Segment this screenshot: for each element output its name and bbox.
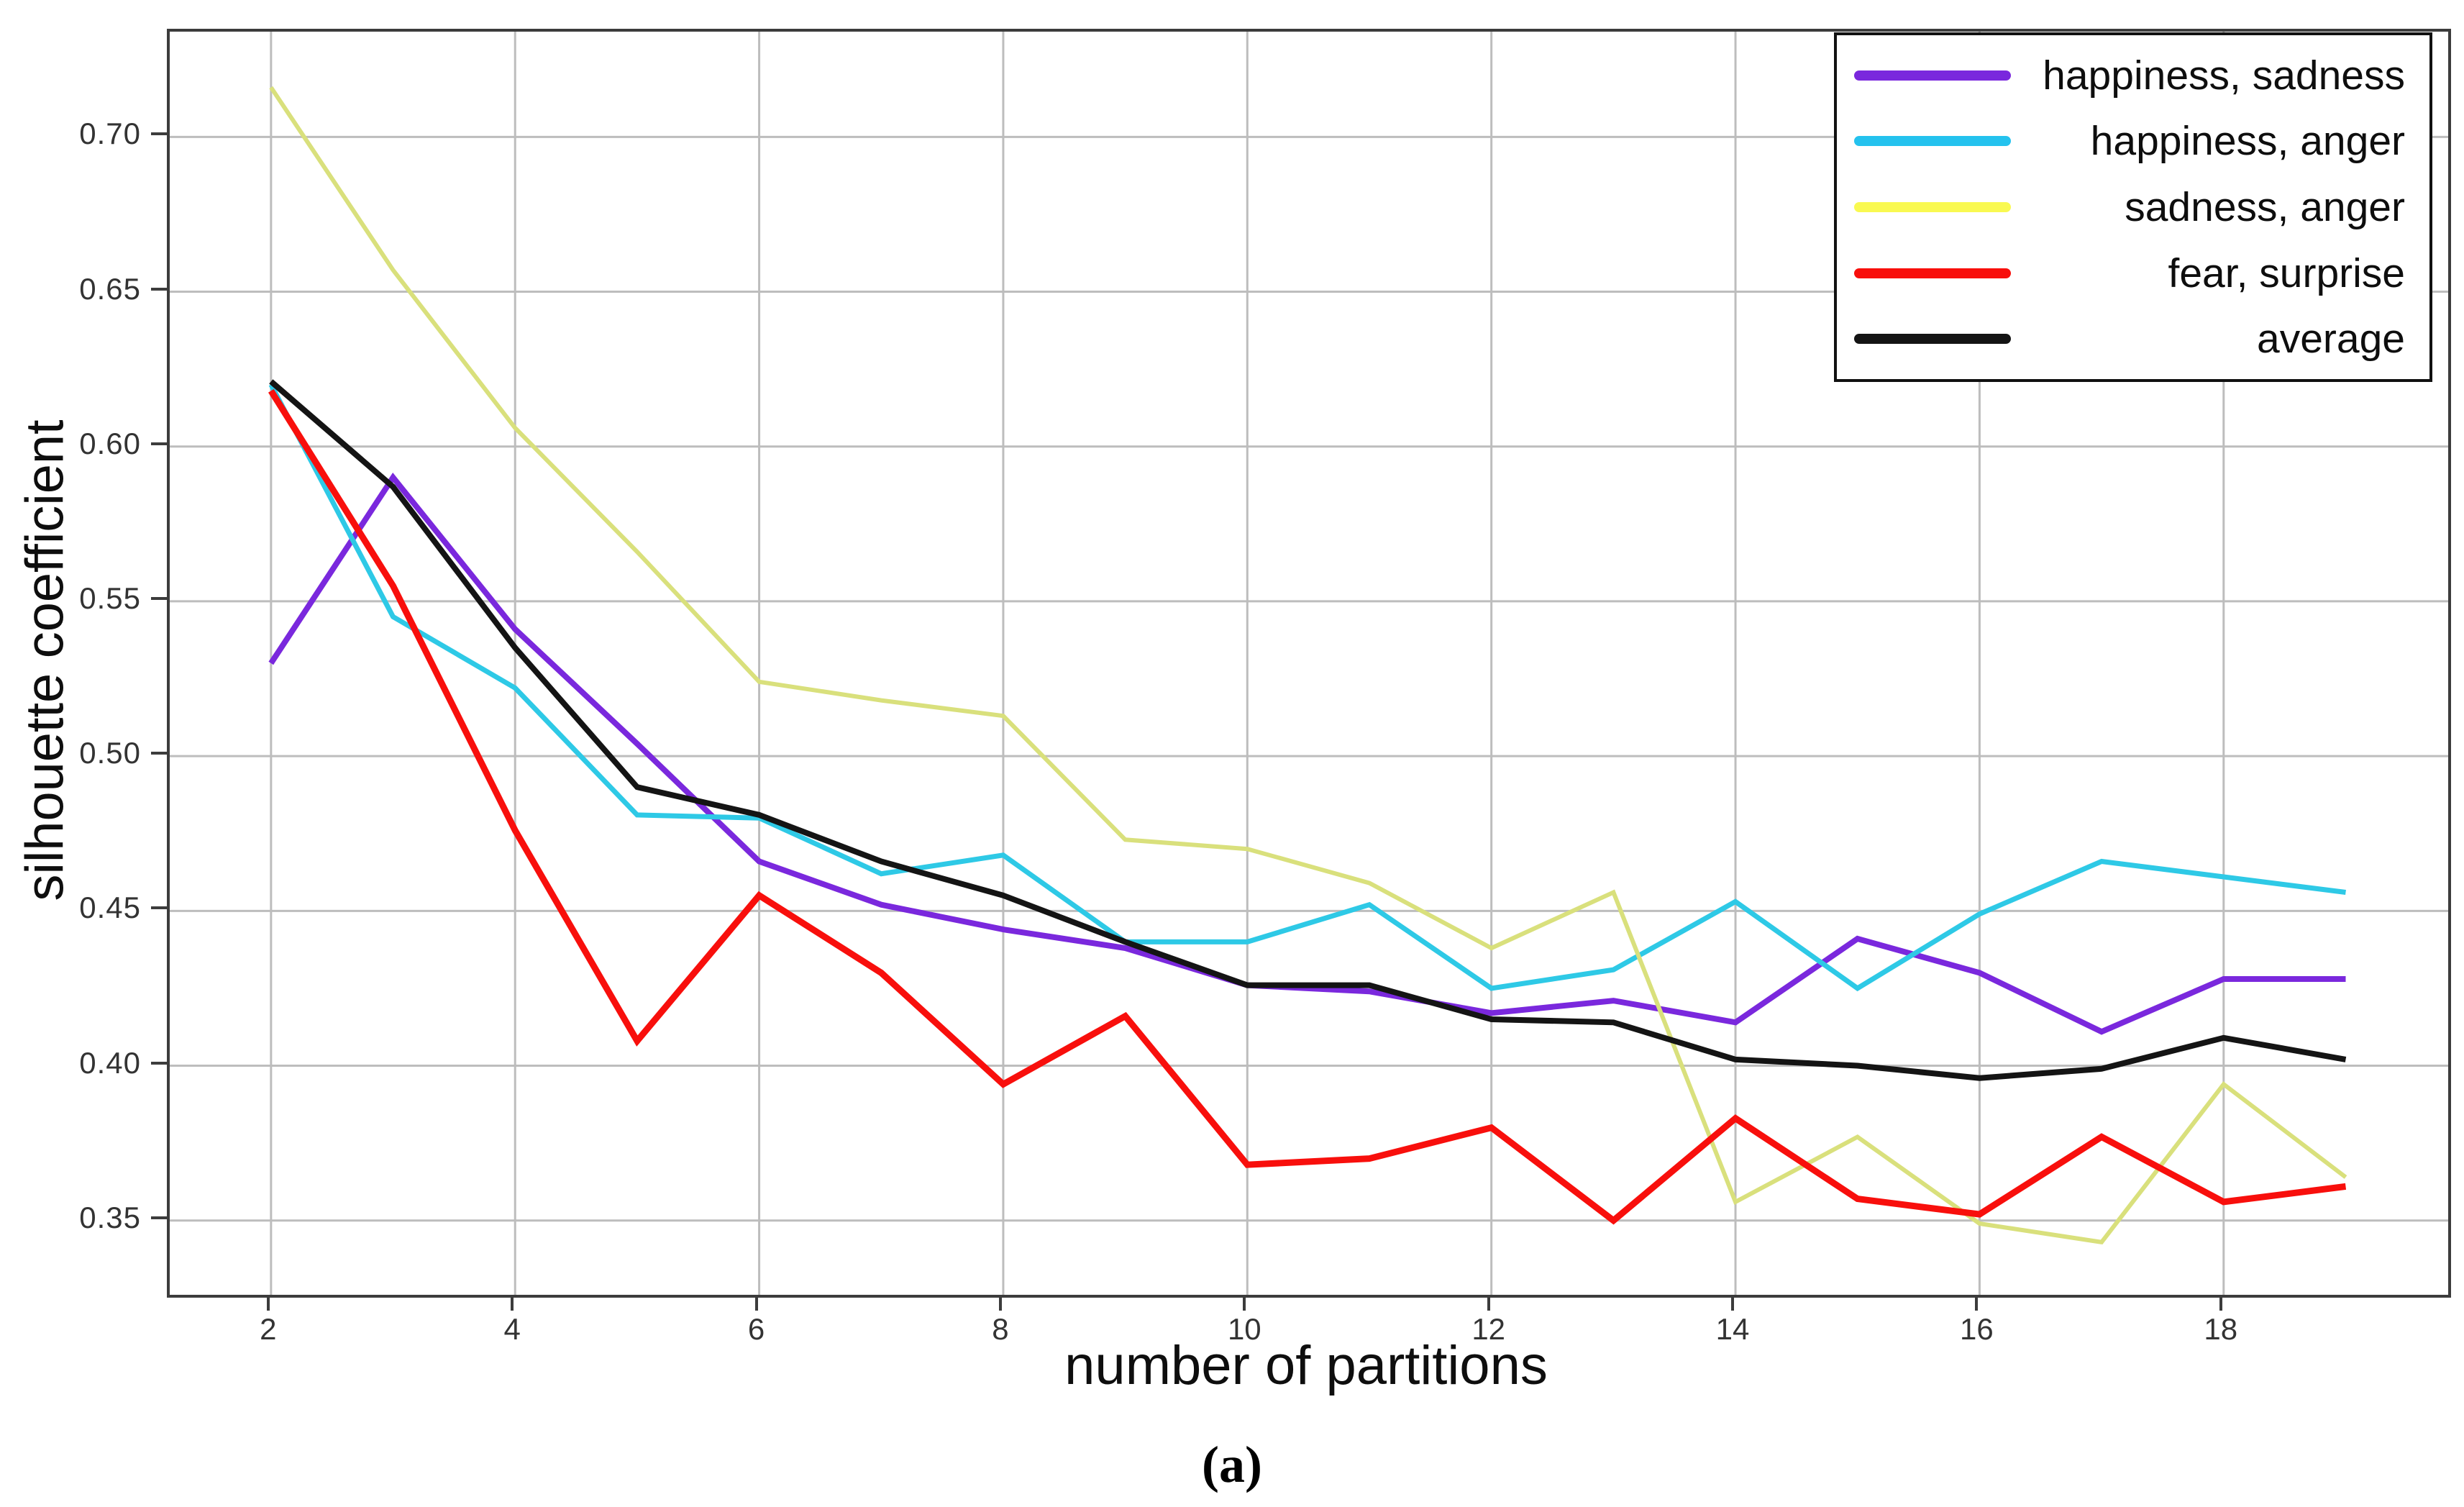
x-tick-mark — [754, 1295, 758, 1311]
y-tick-label: 0.55 — [79, 581, 141, 615]
x-tick-label: 14 — [1715, 1312, 1750, 1346]
x-tick-mark — [998, 1295, 1002, 1311]
legend-item-happiness-sadness: happiness, sadness — [1854, 44, 2405, 107]
y-tick-label: 0.45 — [79, 891, 141, 925]
legend-label: happiness, sadness — [2043, 52, 2405, 99]
figure-caption: (a) — [1202, 1436, 1262, 1493]
x-tick-label: 8 — [992, 1312, 1009, 1346]
x-tick-mark — [266, 1295, 270, 1311]
y-tick-mark — [151, 132, 167, 136]
legend-label: fear, surprise — [2168, 250, 2405, 296]
y-tick-label: 0.60 — [79, 426, 141, 460]
legend-swatch-happiness-anger — [1854, 136, 2011, 147]
legend-swatch-fear-surprise — [1854, 268, 2011, 278]
y-tick-label: 0.40 — [79, 1045, 141, 1080]
x-tick-label: 12 — [1471, 1312, 1506, 1346]
legend-label: sadness, anger — [2125, 183, 2405, 230]
x-tick-mark — [1731, 1295, 1735, 1311]
legend-item-fear-surprise: fear, surprise — [1854, 242, 2405, 305]
legend-swatch-average — [1854, 334, 2011, 345]
x-tick-mark — [1487, 1295, 1490, 1311]
x-tick-mark — [2219, 1295, 2222, 1311]
legend-swatch-sadness-anger — [1854, 201, 2011, 212]
y-tick-label: 0.70 — [79, 117, 141, 151]
y-tick-mark — [151, 906, 167, 910]
legend-swatch-happiness-sadness — [1854, 70, 2011, 81]
x-tick-label: 10 — [1227, 1312, 1261, 1346]
y-axis-title: silhouette coefficient — [14, 419, 75, 901]
legend-item-average: average — [1854, 307, 2405, 370]
y-tick-mark — [151, 596, 167, 600]
y-tick-label: 0.50 — [79, 736, 141, 770]
x-tick-label: 6 — [747, 1312, 765, 1346]
legend: happiness, sadness happiness, anger sadn… — [1834, 32, 2432, 382]
x-tick-mark — [1243, 1295, 1246, 1311]
y-tick-label: 0.35 — [79, 1200, 141, 1234]
x-tick-mark — [1975, 1295, 1979, 1311]
y-tick-mark — [151, 1061, 167, 1065]
x-tick-mark — [511, 1295, 514, 1311]
y-tick-label: 0.65 — [79, 271, 141, 306]
x-tick-label: 18 — [2204, 1312, 2238, 1346]
x-tick-label: 2 — [260, 1312, 277, 1346]
legend-label: happiness, anger — [2090, 118, 2405, 165]
legend-item-happiness-anger: happiness, anger — [1854, 109, 2405, 173]
x-tick-label: 16 — [1960, 1312, 1994, 1346]
x-tick-label: 4 — [503, 1312, 521, 1346]
y-tick-mark — [151, 287, 167, 291]
legend-label: average — [2257, 316, 2405, 363]
legend-item-sadness-anger: sadness, anger — [1854, 176, 2405, 239]
y-tick-mark — [151, 442, 167, 445]
x-axis-title: number of partitions — [1064, 1335, 1548, 1396]
y-tick-mark — [151, 752, 167, 755]
y-tick-mark — [151, 1216, 167, 1219]
